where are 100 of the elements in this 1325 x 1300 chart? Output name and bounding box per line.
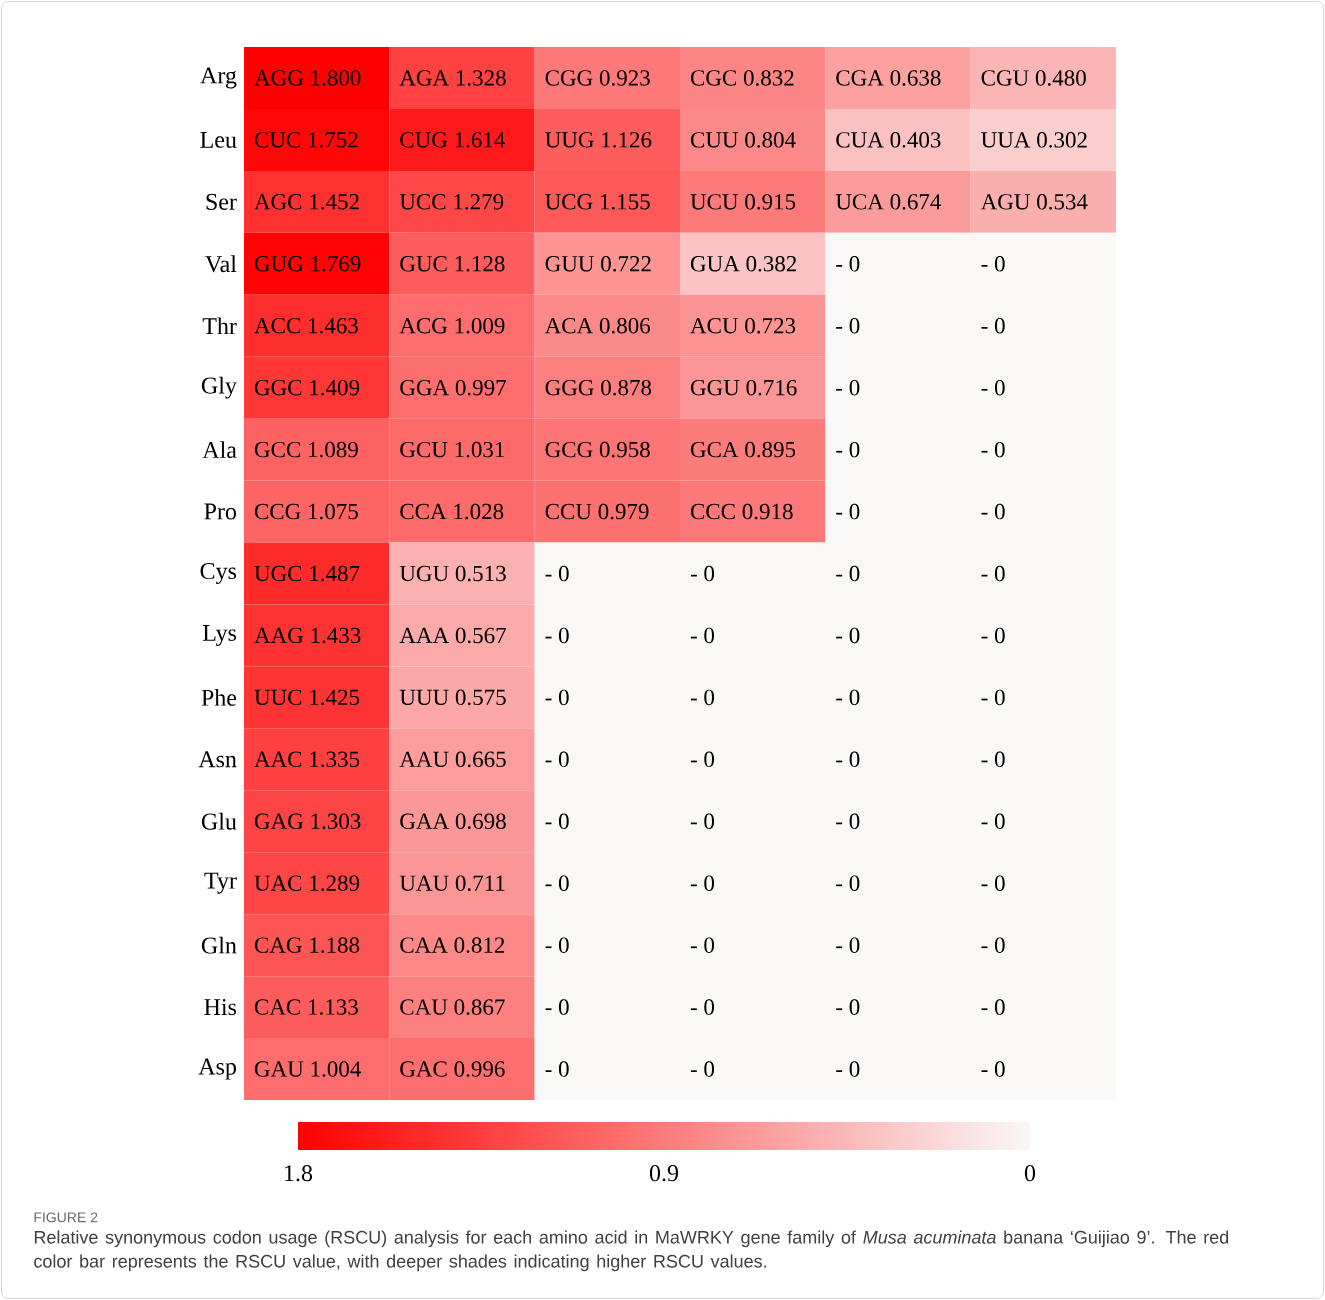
data-label: - 0 — [545, 627, 569, 644]
data-label: - 0 — [981, 256, 1005, 272]
data-label: - 0 — [836, 565, 860, 582]
y-tick-label: Gly — [201, 376, 237, 399]
data-label: - 0 — [690, 689, 715, 706]
color-bar-label: 0.9 — [649, 1165, 679, 1182]
data-label: AGC 1.452 — [254, 194, 359, 210]
data-label: AGA 1.328 — [399, 70, 506, 86]
data-label: AGU 0.534 — [980, 194, 1088, 210]
data-label: - 0 — [690, 999, 715, 1015]
data-label: CCG 1.075 — [254, 503, 358, 520]
data-label: GGU 0.716 — [690, 379, 797, 396]
data-label: CUA 0.403 — [836, 132, 941, 148]
y-tick-label: Gln — [201, 936, 237, 954]
data-label: - 0 — [690, 627, 715, 644]
data-label: ACG 1.009 — [399, 317, 505, 334]
data-label: - 0 — [981, 937, 1005, 953]
data-label: AAG 1.433 — [254, 627, 361, 644]
y-tick-label: Asp — [198, 1058, 236, 1080]
data-label: UAU 0.711 — [399, 875, 505, 892]
caption: FIGURE 2 — [34, 1212, 98, 1223]
y-tick-label: Lys — [202, 625, 237, 646]
y-tick-label: Phe — [201, 688, 237, 706]
data-label: GAC 0.996 — [400, 1061, 505, 1077]
data-label: - 0 — [545, 813, 569, 830]
data-label: GUG 1.769 — [254, 256, 361, 272]
data-label: - 0 — [981, 318, 1005, 334]
text: Relative synonymous codon usage (RSCU) analysis for each amino acid in MaWRKY gene family of Musa acuminata banana ‘Guijiao 9’. The red color bar represents the RSCU value, with deeper shades indicating higher RSCU values. — [34, 1230, 1229, 1272]
data-label: UUC 1.425 — [254, 689, 360, 706]
data-label: - 0 — [981, 751, 1005, 768]
data-label: GGG 0.878 — [545, 379, 652, 396]
data-label: UCG 1.155 — [545, 194, 650, 210]
data-label: GCC 1.089 — [254, 441, 358, 458]
data-label: GUU 0.722 — [545, 256, 651, 272]
data-label: - 0 — [981, 689, 1005, 706]
data-label: AAU 0.665 — [399, 751, 506, 768]
data-label: - 0 — [836, 627, 860, 644]
data-label: CAA 0.812 — [400, 937, 505, 953]
data-label: - 0 — [690, 565, 715, 582]
data-label: CCC 0.918 — [690, 503, 793, 520]
data-label: - 0 — [981, 875, 1005, 891]
data-label: - 0 — [836, 999, 860, 1015]
data-label: GCU 1.031 — [400, 441, 504, 458]
data-label: - 0 — [836, 441, 860, 458]
color-bar-label: 1.8 — [285, 1165, 313, 1182]
data-label: CUC 1.752 — [254, 132, 358, 148]
data-label: CGC 0.832 — [690, 70, 794, 86]
data-label: - 0 — [981, 503, 1005, 520]
color-bar-label: 0 — [1024, 1165, 1036, 1182]
data-label: GGA 0.997 — [400, 379, 506, 396]
data-label: GUC 1.128 — [400, 256, 505, 272]
data-label: - 0 — [836, 937, 860, 953]
data-label: AAC 1.335 — [254, 751, 360, 768]
data-label: GUA 0.382 — [690, 256, 797, 272]
y-tick-label: Cys — [200, 562, 237, 585]
data-label: CUG 1.614 — [400, 132, 506, 148]
data-label: AAA 0.567 — [399, 627, 506, 644]
data-label: GAU 1.004 — [254, 1061, 361, 1077]
data-label: - 0 — [981, 999, 1005, 1015]
data-label: CGU 0.480 — [981, 70, 1086, 86]
data-label: - 0 — [836, 813, 860, 830]
data-label: - 0 — [836, 503, 860, 520]
data-label: - 0 — [981, 1061, 1005, 1077]
data-label: UCC 1.279 — [399, 194, 504, 210]
data-label: UUU 0.575 — [399, 689, 506, 706]
data-label: GGC 1.409 — [254, 379, 360, 396]
data-label: ACU 0.723 — [690, 317, 796, 334]
data-label: - 0 — [836, 256, 860, 272]
data-label: CAU 0.867 — [400, 999, 505, 1015]
data-label: ACA 0.806 — [544, 317, 651, 334]
y-tick-label: Asn — [198, 751, 237, 768]
data-label: CCU 0.979 — [545, 503, 649, 520]
data-label: CCA 1.028 — [400, 503, 504, 520]
data-label: ACC 1.463 — [254, 317, 358, 334]
y-tick-label: Val — [205, 255, 237, 273]
data-label: - 0 — [981, 441, 1005, 458]
data-label: CUU 0.804 — [690, 132, 796, 148]
data-label: - 0 — [836, 751, 860, 768]
data-label: CAG 1.188 — [254, 937, 360, 953]
data-label: - 0 — [690, 751, 715, 768]
data-label: - 0 — [981, 627, 1005, 644]
data-label: GAA 0.698 — [400, 813, 506, 830]
data-label: - 0 — [690, 937, 715, 953]
y-tick-label: Leu — [200, 131, 237, 148]
data-label: - 0 — [836, 1061, 860, 1077]
y-tick-label: Pro — [204, 503, 237, 520]
data-label: - 0 — [690, 1061, 715, 1077]
y-tick-label: Tyr — [204, 872, 237, 894]
data-label: GCG 0.958 — [545, 441, 650, 458]
data-label: CAC 1.133 — [254, 999, 358, 1015]
data-label: - 0 — [545, 1061, 569, 1077]
data-label: UUA 0.302 — [981, 132, 1087, 148]
y-tick-label: His — [204, 999, 237, 1016]
y-tick-label: Thr — [202, 317, 237, 335]
y-tick-label: Glu — [201, 812, 237, 830]
data-label: - 0 — [690, 875, 715, 891]
data-label: - 0 — [836, 875, 860, 891]
data-label: GAG 1.303 — [254, 813, 361, 830]
y-tick-label: Ser — [206, 193, 237, 210]
data-label: - 0 — [836, 379, 860, 396]
